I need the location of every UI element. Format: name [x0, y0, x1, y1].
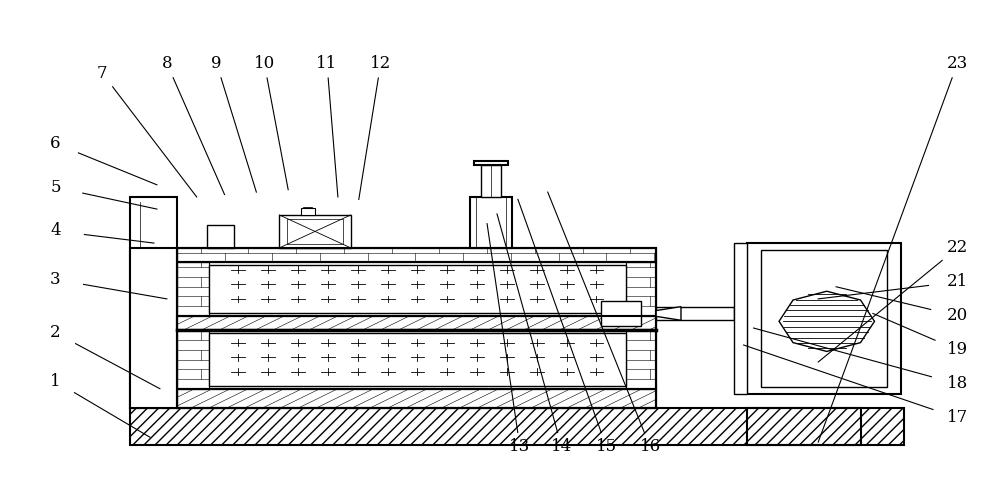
Bar	[130, 408, 861, 444]
Bar	[747, 243, 901, 394]
Text: 5: 5	[50, 179, 61, 196]
Bar	[177, 248, 656, 263]
Bar	[177, 389, 656, 408]
Bar	[287, 219, 343, 244]
Bar	[130, 197, 177, 408]
Bar	[656, 307, 734, 320]
Text: 19: 19	[947, 341, 968, 358]
Bar	[626, 330, 656, 389]
Bar	[761, 250, 887, 387]
Polygon shape	[656, 307, 681, 320]
Bar	[130, 248, 177, 408]
Bar	[130, 408, 861, 444]
Bar	[177, 263, 656, 316]
Text: 18: 18	[947, 375, 968, 392]
Bar	[177, 316, 656, 330]
Bar	[177, 248, 656, 408]
Text: 17: 17	[947, 409, 968, 426]
Text: 11: 11	[316, 55, 338, 72]
Text: 22: 22	[947, 240, 968, 256]
Text: 21: 21	[947, 273, 968, 290]
Bar	[177, 330, 656, 389]
Bar	[279, 215, 351, 248]
Bar	[177, 330, 209, 389]
Bar	[747, 408, 904, 444]
Bar	[734, 243, 747, 394]
Bar	[626, 263, 656, 316]
Bar	[177, 316, 656, 330]
Bar	[301, 208, 315, 215]
Text: 7: 7	[97, 65, 108, 82]
Text: 9: 9	[211, 55, 222, 72]
Text: 16: 16	[640, 438, 661, 456]
Text: 8: 8	[162, 55, 172, 72]
Bar	[177, 389, 656, 408]
Bar	[209, 333, 626, 386]
Bar	[747, 408, 904, 444]
Text: 3: 3	[50, 271, 61, 288]
Bar	[177, 248, 656, 263]
Text: 13: 13	[509, 438, 531, 456]
Text: 14: 14	[551, 438, 572, 456]
Text: 1: 1	[50, 373, 61, 390]
Text: 20: 20	[947, 307, 968, 325]
Bar	[470, 197, 512, 248]
Text: 2: 2	[50, 325, 61, 341]
Bar	[177, 263, 209, 316]
Text: 4: 4	[50, 222, 61, 240]
Text: 6: 6	[50, 135, 61, 152]
Bar	[209, 265, 626, 313]
Bar	[474, 161, 508, 165]
Text: 10: 10	[254, 55, 275, 72]
Text: 12: 12	[370, 55, 391, 72]
Text: 15: 15	[596, 438, 617, 456]
Bar	[207, 224, 234, 248]
Bar	[601, 301, 641, 326]
Text: 23: 23	[947, 55, 968, 72]
Polygon shape	[779, 291, 875, 352]
Bar	[481, 165, 501, 197]
